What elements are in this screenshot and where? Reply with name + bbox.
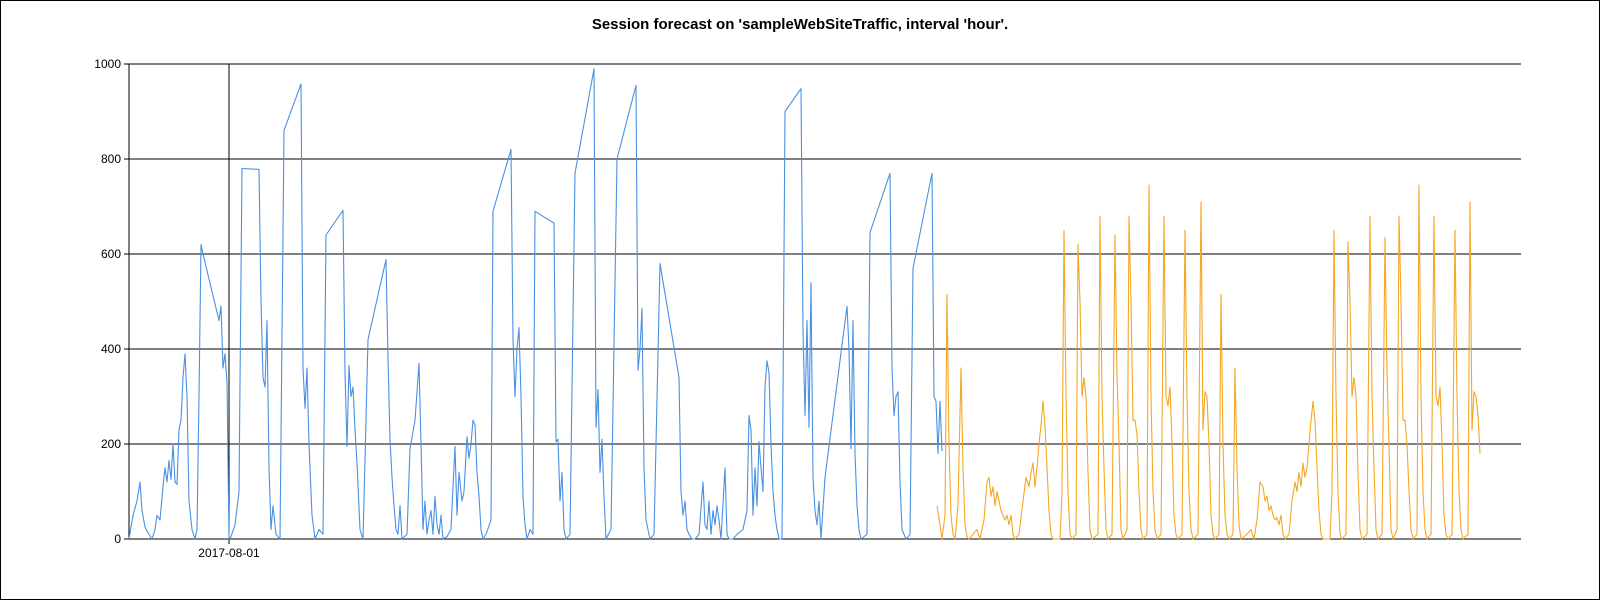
y-axis-ticks: 0 200 400 600 800 1000	[94, 57, 129, 546]
x-tick-label: 2017-08-01	[198, 546, 260, 560]
x-axis-ticks: 2017-08-01	[198, 539, 260, 560]
y-tick-label: 200	[101, 437, 121, 451]
series-line-forecast	[936, 184, 1481, 540]
chart-title: Session forecast on 'sampleWebSiteTraffi…	[591, 16, 1009, 33]
y-tick-label: 1000	[94, 57, 121, 71]
y-tick-label: 800	[101, 152, 121, 166]
chart-grid	[129, 63, 1521, 540]
y-tick-label: 0	[114, 532, 121, 546]
chart-series	[128, 68, 1481, 540]
y-tick-label: 400	[101, 342, 121, 356]
y-tick-label: 600	[101, 247, 121, 261]
series-line-observed	[128, 68, 943, 540]
